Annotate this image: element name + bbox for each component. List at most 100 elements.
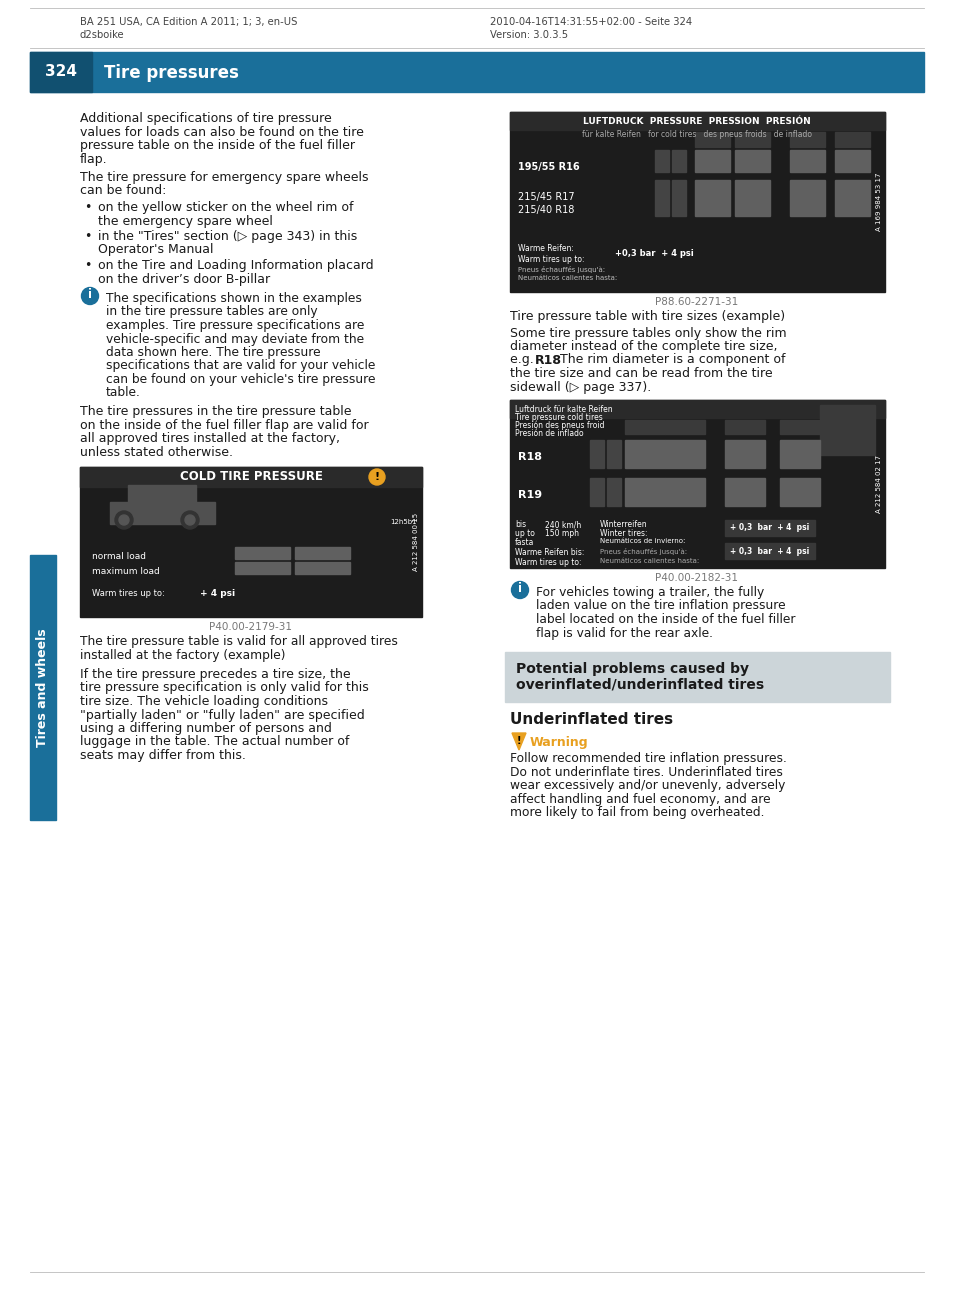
Bar (655, 180, 668, 216)
Bar (234, 547, 290, 559)
Bar (820, 405, 874, 455)
Text: on the Tire and Loading Information placard: on the Tire and Loading Information plac… (98, 259, 374, 272)
Text: label located on the inside of the fuel filler: label located on the inside of the fuel … (536, 613, 795, 626)
Text: Tire pressure table with tire sizes (example): Tire pressure table with tire sizes (exa… (510, 311, 784, 324)
Text: Follow recommended tire inflation pressures.: Follow recommended tire inflation pressu… (510, 752, 786, 765)
Text: +0,3 bar  + 4 psi: +0,3 bar + 4 psi (615, 248, 693, 258)
Text: The tire pressure for emergency spare wheels: The tire pressure for emergency spare wh… (80, 171, 368, 184)
Text: table.: table. (106, 387, 141, 400)
Text: P88.60-2271-31: P88.60-2271-31 (655, 298, 738, 307)
Bar (734, 180, 769, 216)
Text: the emergency spare wheel: the emergency spare wheel (98, 215, 273, 228)
Bar (834, 150, 869, 172)
Text: e.g.: e.g. (510, 353, 537, 366)
Text: Pneus échauffés jusqu'à:: Pneus échauffés jusqu'à: (517, 267, 604, 273)
Text: 215/40 R18: 215/40 R18 (517, 204, 574, 215)
Text: The tire pressures in the tire pressure table: The tire pressures in the tire pressure … (80, 405, 351, 418)
Bar (664, 421, 704, 433)
Bar (510, 113, 884, 129)
Text: 324: 324 (45, 63, 77, 79)
Text: normal load: normal load (91, 553, 146, 562)
Text: !: ! (517, 736, 520, 747)
Bar (834, 180, 869, 216)
Bar (734, 132, 769, 148)
Text: •: • (84, 259, 91, 272)
Bar (589, 440, 603, 468)
Polygon shape (512, 732, 525, 751)
Bar (695, 150, 729, 172)
Bar (294, 562, 350, 575)
Text: Warme Reifen:: Warme Reifen: (517, 245, 574, 254)
Bar (780, 421, 820, 433)
Bar (695, 132, 729, 148)
Text: Neumáticos calientes hasta:: Neumáticos calientes hasta: (599, 558, 699, 564)
Bar (664, 477, 704, 506)
Text: •: • (84, 230, 91, 243)
Circle shape (511, 581, 528, 599)
Text: Winter tires:: Winter tires: (599, 529, 647, 538)
Text: LUFTDRUCK  PRESSURE  PRESSION  PRESIÓN: LUFTDRUCK PRESSURE PRESSION PRESIÓN (582, 116, 810, 126)
Text: examples. Tire pressure specifications are: examples. Tire pressure specifications a… (106, 320, 364, 333)
Bar (664, 440, 704, 468)
Bar (510, 400, 884, 418)
Bar (780, 477, 820, 506)
Text: . The rim diameter is a component of: . The rim diameter is a component of (552, 353, 785, 366)
Text: specifications that are valid for your vehicle: specifications that are valid for your v… (106, 360, 375, 373)
Text: pressure table on the inside of the fuel filler: pressure table on the inside of the fuel… (80, 138, 355, 151)
Text: The tire pressure table is valid for all approved tires: The tire pressure table is valid for all… (80, 635, 397, 648)
Bar (789, 180, 824, 216)
Text: For vehicles towing a trailer, the fully: For vehicles towing a trailer, the fully (536, 586, 763, 599)
Text: overinflated/underinflated tires: overinflated/underinflated tires (516, 678, 763, 692)
Text: Version: 3.0.3.5: Version: 3.0.3.5 (490, 30, 568, 40)
Bar (128, 485, 195, 503)
Text: für kalte Reifen   for cold tires   des pneus froids   de inflado: für kalte Reifen for cold tires des pneu… (581, 129, 811, 138)
Text: installed at the factory (example): installed at the factory (example) (80, 648, 285, 661)
Text: seats may differ from this.: seats may differ from this. (80, 749, 246, 762)
Text: flap.: flap. (80, 153, 108, 166)
Text: tire pressure specification is only valid for this: tire pressure specification is only vali… (80, 682, 369, 695)
Bar (624, 440, 664, 468)
Bar (671, 180, 685, 216)
Circle shape (115, 511, 132, 529)
Text: i: i (88, 289, 91, 302)
Bar (624, 477, 664, 506)
Bar (504, 652, 889, 703)
Text: 12h5b1: 12h5b1 (390, 519, 416, 525)
Text: Warme Reifen bis:: Warme Reifen bis: (515, 547, 584, 556)
Text: the tire size and can be read from the tire: the tire size and can be read from the t… (510, 367, 772, 380)
Bar (724, 477, 764, 506)
Text: values for loads can also be found on the tire: values for loads can also be found on th… (80, 126, 363, 138)
Bar (30, 555, 56, 820)
Text: in the tire pressure tables are only: in the tire pressure tables are only (106, 305, 317, 318)
Text: 195/55 R16: 195/55 R16 (517, 162, 579, 172)
Bar (834, 132, 869, 148)
Bar (734, 150, 769, 172)
Bar (606, 477, 620, 506)
Text: d2sboike: d2sboike (80, 30, 125, 40)
Text: 2010-04-16T14:31:55+02:00 - Seite 324: 2010-04-16T14:31:55+02:00 - Seite 324 (490, 17, 691, 27)
Text: on the inside of the fuel filler flap are valid for: on the inside of the fuel filler flap ar… (80, 418, 368, 431)
Text: 215/45 R17: 215/45 R17 (517, 192, 574, 202)
Bar (234, 562, 290, 575)
Text: P40.00-2182-31: P40.00-2182-31 (655, 573, 738, 584)
Bar (606, 440, 620, 468)
Text: wear excessively and/or unevenly, adversely: wear excessively and/or unevenly, advers… (510, 779, 784, 792)
Text: Neumáticos calientes hasta:: Neumáticos calientes hasta: (517, 276, 617, 281)
Circle shape (369, 468, 385, 485)
Bar (695, 180, 729, 216)
Text: luggage in the table. The actual number of: luggage in the table. The actual number … (80, 735, 349, 748)
Bar (510, 400, 884, 568)
Text: + 0,3  bar  + 4  psi: + 0,3 bar + 4 psi (730, 524, 809, 533)
Bar (30, 52, 923, 92)
Text: all approved tires installed at the factory,: all approved tires installed at the fact… (80, 432, 339, 445)
Text: Underinflated tires: Underinflated tires (510, 712, 673, 727)
Text: 150 mph: 150 mph (544, 529, 578, 538)
Text: more likely to fail from being overheated.: more likely to fail from being overheate… (510, 806, 763, 819)
Text: COLD TIRE PRESSURE: COLD TIRE PRESSURE (179, 471, 322, 484)
Text: in the "Tires" section (▷ page 343) in this: in the "Tires" section (▷ page 343) in t… (98, 230, 356, 243)
Text: R18: R18 (517, 452, 541, 462)
Text: diameter instead of the complete tire size,: diameter instead of the complete tire si… (510, 340, 777, 353)
Text: data shown here. The tire pressure: data shown here. The tire pressure (106, 345, 320, 358)
Text: Potential problems caused by: Potential problems caused by (516, 663, 748, 675)
Text: Presión des pneus froid: Presión des pneus froid (515, 421, 604, 431)
